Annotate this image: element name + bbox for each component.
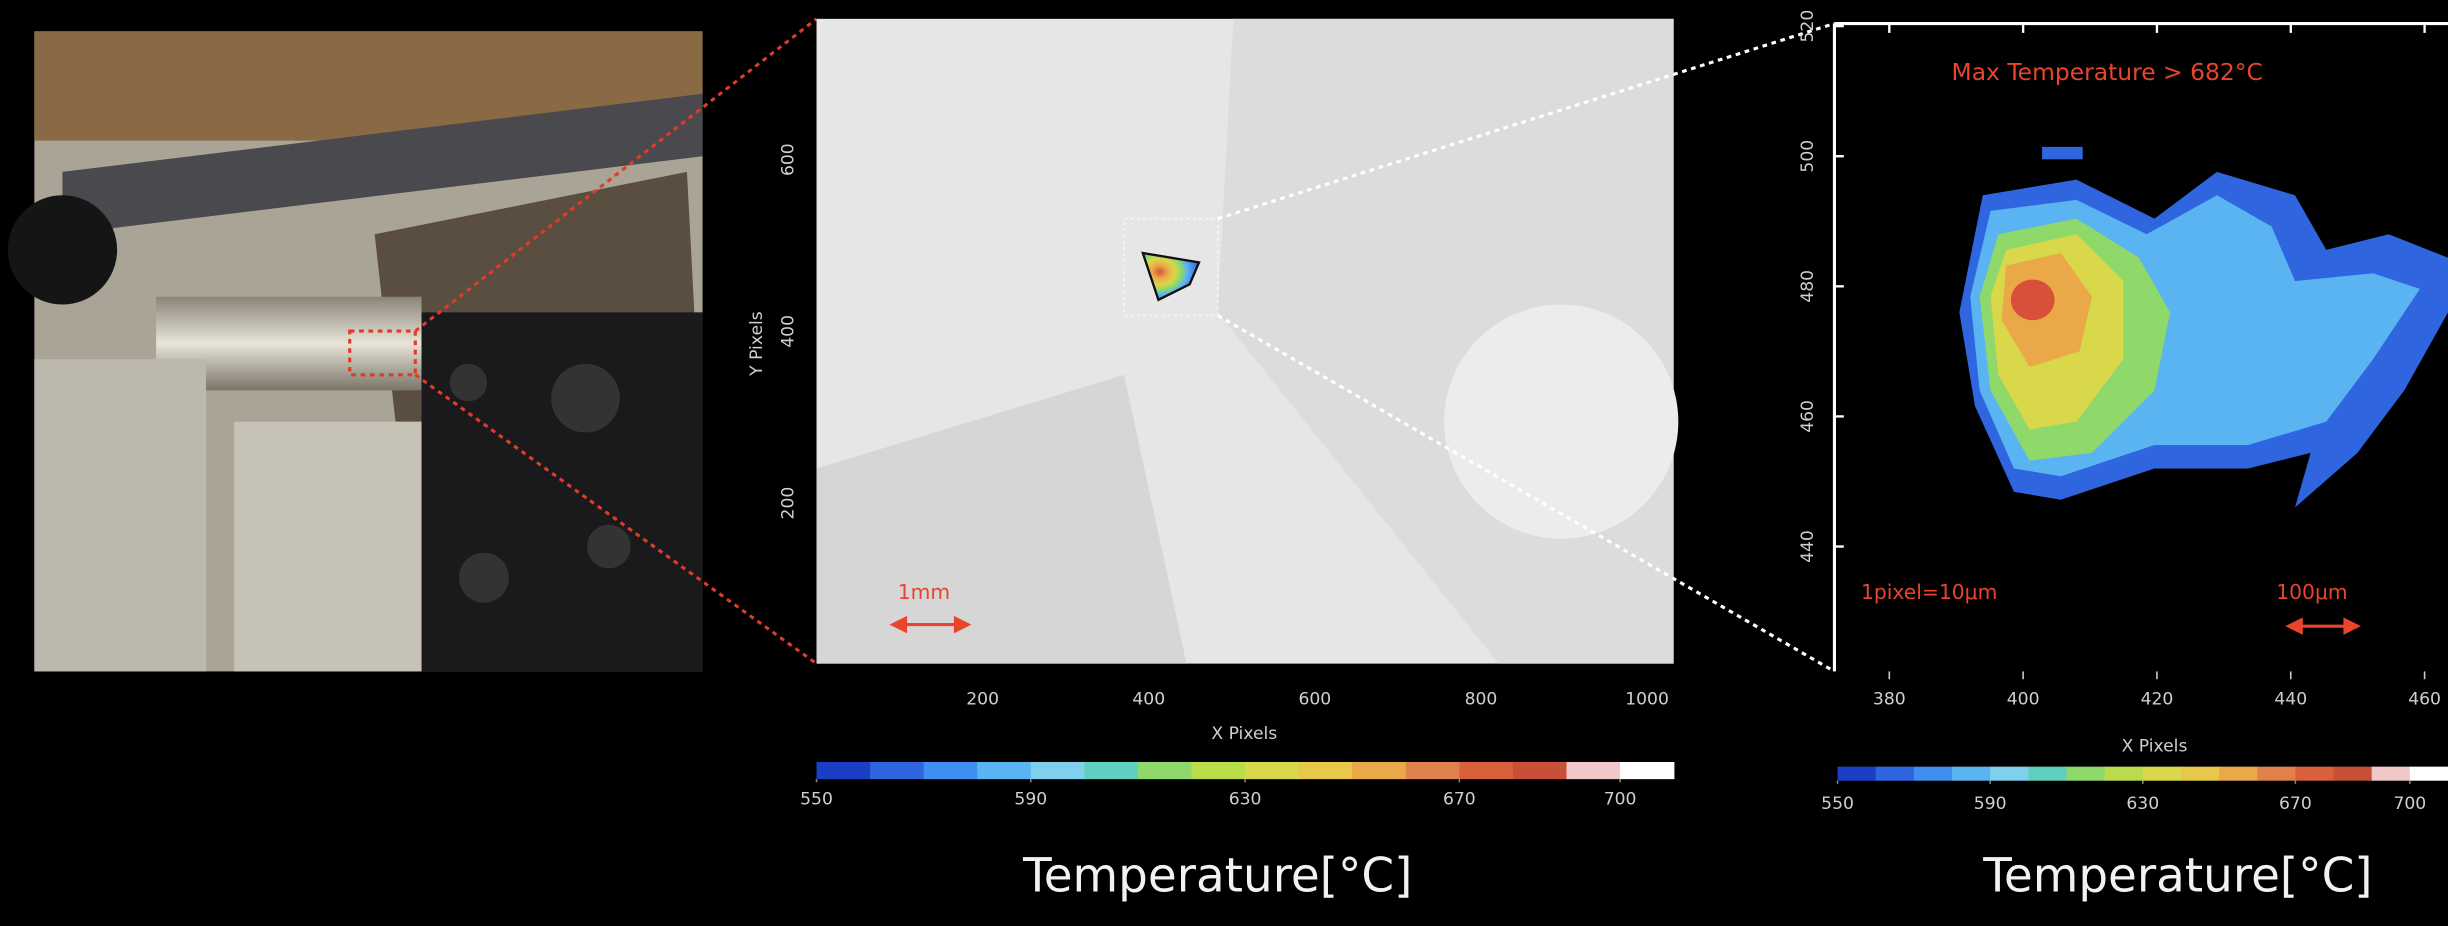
x-tick-label: 420 xyxy=(2141,690,2174,710)
colorbar-segment xyxy=(2372,767,2411,781)
zoom-heatmap xyxy=(1834,24,2448,672)
colorbar-tick-label: 630 xyxy=(1229,789,1262,809)
colorbar-segment xyxy=(1876,767,1915,781)
pixel-note: 1pixel=10μm xyxy=(1861,580,1997,604)
y-tick-label: 500 xyxy=(1798,140,1818,173)
colorbar-tick-label: 590 xyxy=(1974,794,2007,814)
x-tick-label: 440 xyxy=(2274,690,2307,710)
colorbar-segment xyxy=(1352,762,1406,779)
colorbar-title: Temperature[°C] xyxy=(1022,850,1412,904)
x-tick-label: 800 xyxy=(1465,690,1498,710)
x-axis-label: X Pixels xyxy=(1211,724,1277,744)
colorbar-segment xyxy=(2410,767,2448,781)
colorbar-segment xyxy=(1459,762,1513,779)
y-tick-label: 200 xyxy=(778,487,798,520)
colorbar-segment xyxy=(1406,762,1460,779)
colorbar-segment xyxy=(2295,767,2334,781)
colorbar-tick-label: 550 xyxy=(1821,794,1854,814)
colorbar-segment xyxy=(1914,767,1953,781)
colorbar-segment xyxy=(1513,762,1567,779)
colorbar-segment xyxy=(1084,762,1138,779)
x-tick-label: 460 xyxy=(2408,690,2441,710)
colorbar-segment xyxy=(817,762,871,779)
colorbar-tick-label: 590 xyxy=(1014,789,1047,809)
y-tick-label: 440 xyxy=(1798,530,1818,563)
colorbar-tick-label: 670 xyxy=(2279,794,2312,814)
colorbar-segment xyxy=(1031,762,1085,779)
y-tick-label: 400 xyxy=(778,315,798,348)
x-tick-label: 400 xyxy=(2007,690,2040,710)
x-tick-label: 380 xyxy=(1873,690,1906,710)
colorbar-segment xyxy=(924,762,978,779)
scale-bar-label: 100μm xyxy=(2276,580,2347,604)
colorbar-tick-label: 550 xyxy=(800,789,833,809)
colorbar-segment xyxy=(2181,767,2220,781)
y-tick-label: 460 xyxy=(1798,400,1818,433)
colorbar-segment xyxy=(1990,767,2029,781)
colorbar-segment xyxy=(2105,767,2144,781)
colorbar-segment xyxy=(2257,767,2296,781)
colorbar-tick-label: 630 xyxy=(2126,794,2159,814)
colorbar-segment xyxy=(1245,762,1299,779)
colorbar-segment xyxy=(1138,762,1192,779)
colorbar-segment xyxy=(2334,767,2373,781)
page: 1mm X Pixels Y Pixels Temperature[°C] Ma… xyxy=(0,0,2448,926)
colorbar-segment xyxy=(1566,762,1620,779)
colorbar-tick-label: 670 xyxy=(1443,789,1476,809)
colorbar-segment xyxy=(2219,767,2258,781)
colorbar-segment xyxy=(2143,767,2182,781)
colorbar-segment xyxy=(2028,767,2067,781)
colorbar-segment xyxy=(1192,762,1246,779)
colorbar-segment xyxy=(1620,762,1674,779)
thermal-image xyxy=(817,19,1679,664)
colorbar-segment xyxy=(977,762,1031,779)
colorbar-segment xyxy=(1952,767,1991,781)
y-tick-label: 520 xyxy=(1798,10,1818,43)
colorbar-segment xyxy=(1299,762,1353,779)
scale-bar-label: 1mm xyxy=(898,580,950,604)
colorbar-segment xyxy=(1838,767,1877,781)
lathe-photo xyxy=(8,31,703,671)
x-tick-label: 400 xyxy=(1132,690,1165,710)
x-axis-label: X Pixels xyxy=(2122,736,2188,756)
colorbar-segment xyxy=(2066,767,2105,781)
y-axis-label: Y Pixels xyxy=(747,311,767,377)
annotation: Max Temperature > 682°C xyxy=(1952,58,2263,86)
y-tick-label: 480 xyxy=(1798,270,1818,303)
colorbar-tick-label: 700 xyxy=(1604,789,1637,809)
x-tick-label: 200 xyxy=(966,690,999,710)
colorbar-tick-label: 700 xyxy=(2393,794,2426,814)
y-tick-label: 600 xyxy=(778,143,798,176)
colorbar-segment xyxy=(870,762,924,779)
x-tick-label: 1000 xyxy=(1625,690,1669,710)
x-tick-label: 600 xyxy=(1298,690,1331,710)
figure: 1mm X Pixels Y Pixels Temperature[°C] Ma… xyxy=(0,0,2448,926)
colorbar-title: Temperature[°C] xyxy=(1982,850,2372,904)
